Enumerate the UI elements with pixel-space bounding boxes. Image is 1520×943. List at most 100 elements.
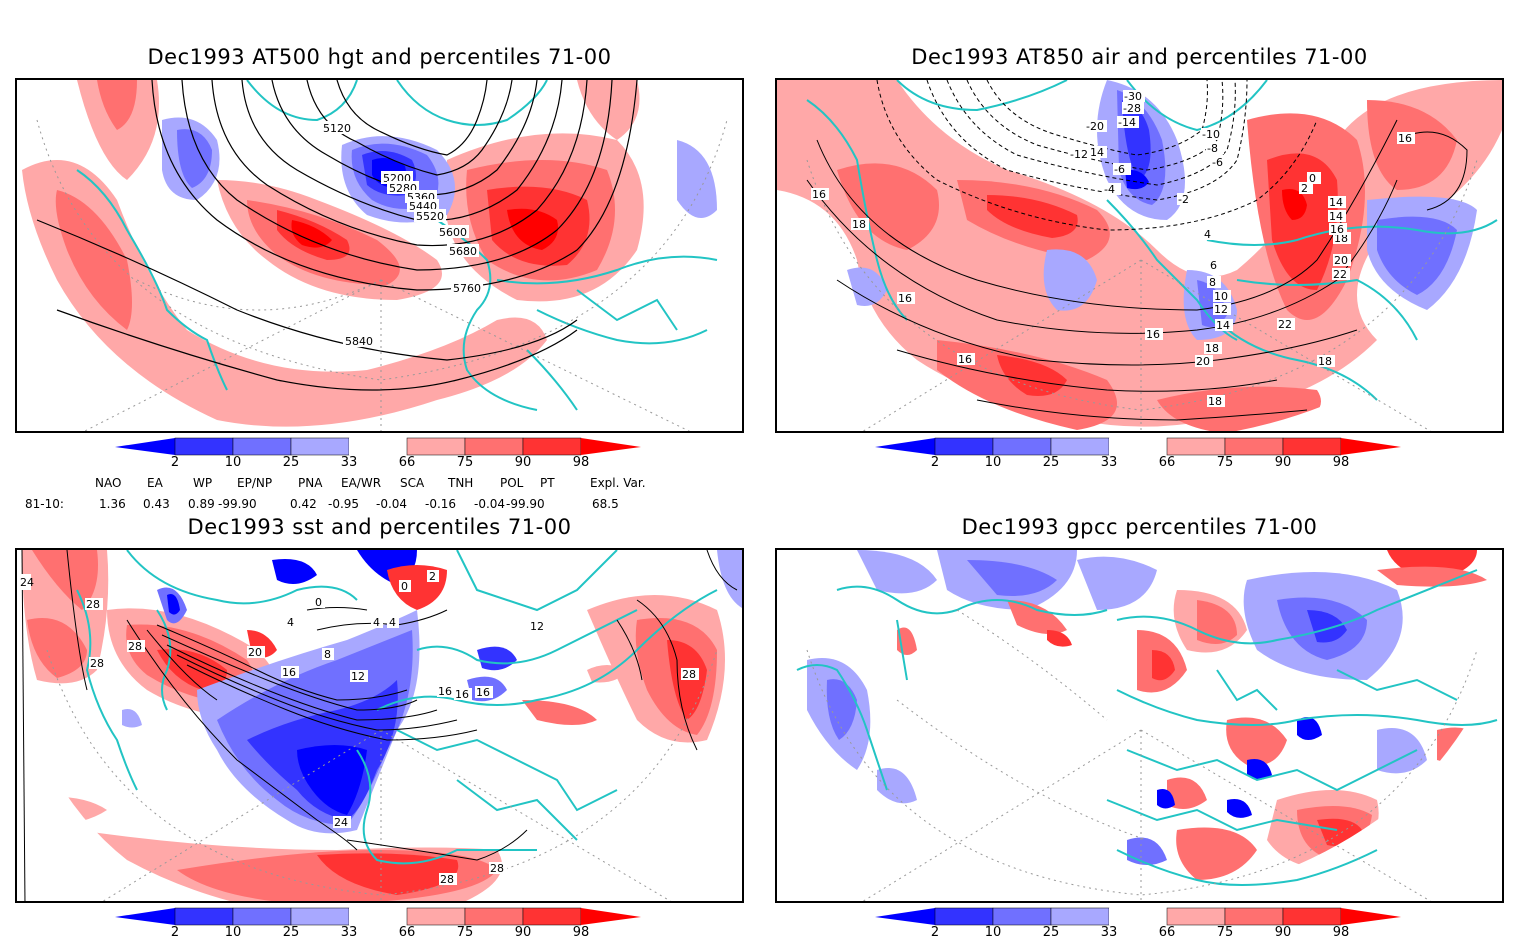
colorbar-swatch-p25 <box>232 907 292 926</box>
shade-p25 <box>477 646 517 671</box>
colorbar-label: 25 <box>282 925 300 940</box>
shade-p90 <box>1047 630 1072 647</box>
colorbar-swatches <box>875 907 1401 926</box>
contour-label: 16 <box>1398 132 1412 145</box>
shade-p75 <box>1367 100 1457 190</box>
index-value-expl-var: 68.5 <box>592 497 619 511</box>
colorbar-swatch-p66 <box>406 907 466 926</box>
contour-labels: 24 28 28 28 20 0 0 4 4 8 12 16 16 16 16 … <box>19 570 699 886</box>
map-air850: -30 -28 -20 -14 -12 14 -10 -8 -6 -6 -4 -… <box>777 80 1502 431</box>
colorbar-swatch-p2 <box>875 438 935 455</box>
index-value-pol: -0.04 <box>474 497 506 511</box>
index-header-epnp: EP/NP <box>237 476 273 490</box>
shade-p33 <box>877 768 917 804</box>
index-value-pna: 0.42 <box>290 497 317 511</box>
index-header-pol: POL <box>500 476 524 490</box>
colorbar-swatch-p25 <box>232 437 292 456</box>
contour-label: 16 <box>476 686 490 699</box>
colorbar-swatch-p33 <box>1050 437 1110 456</box>
panel-title-hgt500: Dec1993 AT500 hgt and percentiles 71-00 <box>147 45 612 69</box>
colorbar-label: 75 <box>456 925 474 940</box>
contour-label: 28 <box>128 640 142 653</box>
shade-p90 <box>317 853 459 895</box>
index-value-epnp: -99.90 <box>218 497 257 511</box>
map-panel-hgt500: 5120 5200 5280 5360 5440 5520 5600 5680 … <box>15 78 744 433</box>
index-header-pna: PNA <box>298 476 323 490</box>
contour-label: 5680 <box>449 245 477 258</box>
contours <box>36 80 638 391</box>
colorbar-swatch-p10 <box>934 907 994 926</box>
coastlines <box>76 550 718 865</box>
contour-labels: -30 -28 -20 -14 -12 14 -10 -8 -6 -6 -4 -… <box>811 90 1415 408</box>
contour-label: 16 <box>455 688 469 701</box>
colorbar-label: 10 <box>224 925 242 940</box>
contour-label: 18 <box>1334 232 1348 245</box>
shade-p25 <box>1197 280 1227 328</box>
contour-label: 24 <box>20 576 34 589</box>
colorbar-label: 25 <box>282 455 300 470</box>
contour-label: -12 <box>1070 148 1088 161</box>
colorbar-label: 33 <box>1100 455 1118 470</box>
shade-p75 <box>837 163 939 250</box>
colorbar-swatch-p25 <box>992 907 1052 926</box>
colorbar-label: 25 <box>1042 455 1060 470</box>
contour-label: -4 <box>1104 183 1115 196</box>
colorbar-gpcc: 2 10 25 33 66 75 90 98 <box>875 907 1405 943</box>
contour-label: -28 <box>1123 102 1141 115</box>
colorbar-swatch-p2 <box>875 908 935 925</box>
shade-p2 <box>297 745 367 815</box>
contour-label: 14 <box>1329 210 1343 223</box>
shade-p75 <box>32 550 98 610</box>
shade-p2 <box>1247 759 1272 780</box>
contour-label: 16 <box>1146 328 1160 341</box>
contour-label: 28 <box>440 873 454 886</box>
shade-p75 <box>1197 600 1237 644</box>
colorbar-swatch-p66 <box>406 437 466 456</box>
shade-p33 <box>717 550 742 610</box>
colorbar-label: 66 <box>1158 455 1176 470</box>
contour-label: 6 <box>1210 259 1217 272</box>
index-value-wp: 0.89 <box>188 497 215 511</box>
shade-p2 <box>1227 799 1252 818</box>
colorbar-swatch-p10 <box>174 907 234 926</box>
colorbar-air850: 2 10 25 33 66 75 90 98 <box>875 437 1405 473</box>
colorbar-label: 75 <box>1216 455 1234 470</box>
colorbar-swatch-neutral <box>1109 908 1167 925</box>
contour-label: -8 <box>1207 142 1218 155</box>
colorbar-label: 66 <box>1158 925 1176 940</box>
colorbar-swatch-p98 <box>1341 908 1401 925</box>
coastlines <box>796 569 1498 886</box>
contour-label: 16 <box>958 353 972 366</box>
contour-label: 5600 <box>439 226 467 239</box>
colorbar-label: 90 <box>1274 925 1292 940</box>
contour-label: 20 <box>1334 254 1348 267</box>
shade-p66 <box>1007 600 1067 634</box>
shade-p2 <box>1297 717 1322 740</box>
colorbar-label: 66 <box>398 455 416 470</box>
shade-p10 <box>167 594 180 615</box>
colorbar-label: 2 <box>930 455 940 470</box>
index-header-sca: SCA <box>400 476 425 490</box>
colorbar-label: 98 <box>1332 925 1350 940</box>
contour-label: -14 <box>1118 116 1136 129</box>
colorbar-hgt500: 2 10 25 33 66 75 90 98 <box>115 437 645 473</box>
shade-p90 <box>1152 650 1175 681</box>
map-sst: 24 28 28 28 20 0 0 4 4 8 12 16 16 16 16 … <box>17 550 742 901</box>
shade-p33 <box>1377 728 1427 774</box>
colorbar-label: 33 <box>340 455 358 470</box>
colorbar-label: 98 <box>572 925 590 940</box>
colorbar-swatch-p75 <box>464 907 524 926</box>
contour-label: 24 <box>334 816 348 829</box>
contour-label: 2 <box>429 570 436 583</box>
colorbar-swatch-p33 <box>290 437 350 456</box>
contour-label: 0 <box>1309 172 1316 185</box>
colorbar-swatch-p75 <box>1224 437 1284 456</box>
colorbar-swatch-p98 <box>581 438 641 455</box>
contour-label: 16 <box>1330 223 1344 236</box>
contour-label: 18 <box>1318 355 1332 368</box>
shade-p66 <box>77 80 159 180</box>
shade-p66 <box>1176 827 1257 880</box>
colorbar-label: 10 <box>224 455 242 470</box>
colorbar-label: 66 <box>398 925 416 940</box>
contour-label: 16 <box>438 685 452 698</box>
